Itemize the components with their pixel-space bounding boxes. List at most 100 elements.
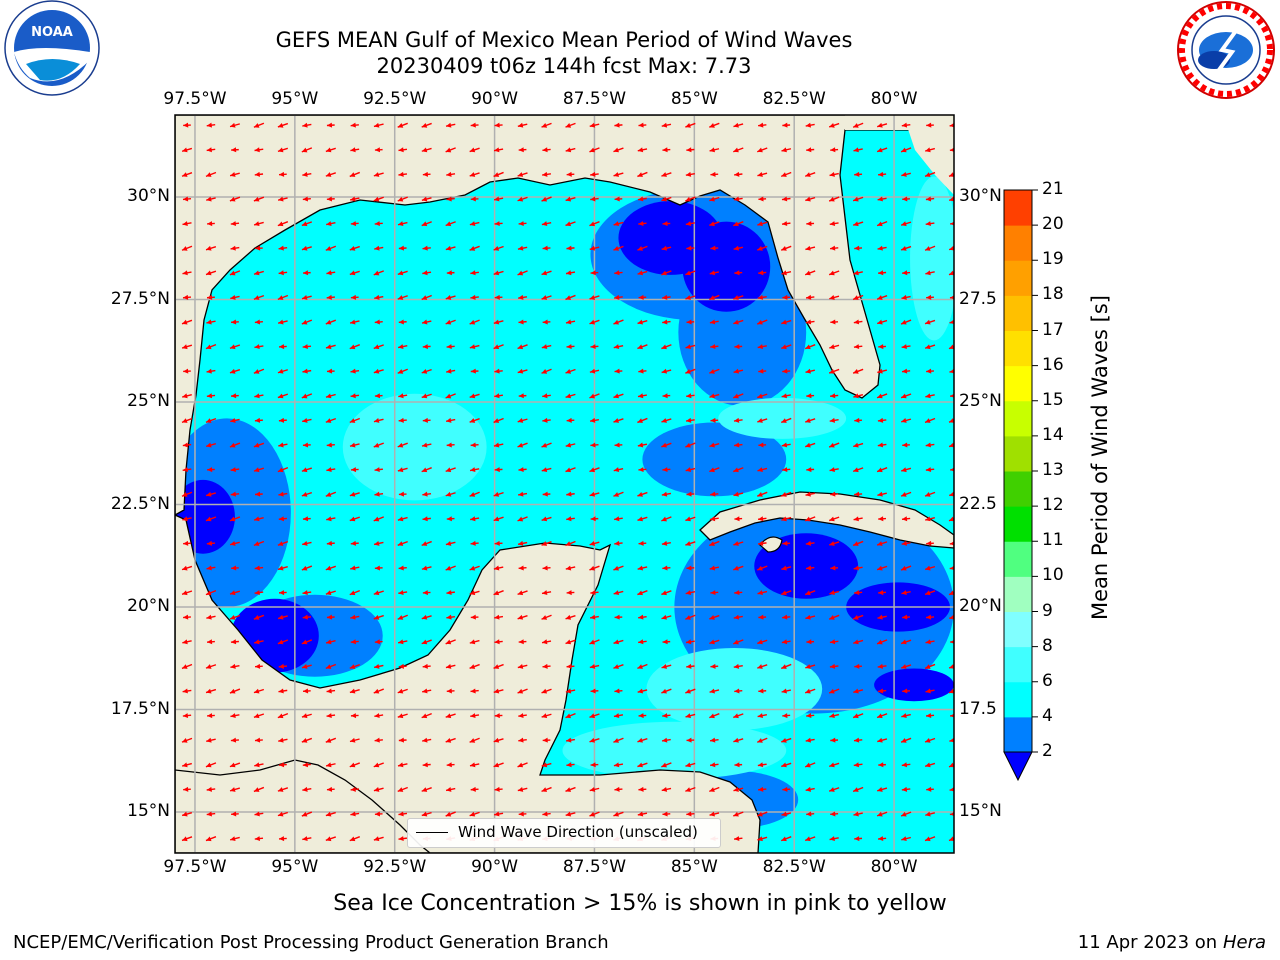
wind-arrow: [949, 565, 954, 571]
wind-arrow: [565, 786, 576, 792]
wind-arrow: [254, 836, 264, 842]
wind-arrow: [900, 393, 912, 399]
wind-arrow: [710, 171, 719, 177]
lat-tick-right: 27.5: [959, 288, 997, 309]
wind-arrow: [638, 540, 647, 546]
wind-arrow: [493, 688, 504, 694]
wind-arrow: [661, 418, 672, 423]
wind-arrow: [876, 541, 888, 546]
wind-arrow: [229, 442, 241, 448]
wind-arrow: [734, 171, 743, 177]
wind-arrow: [229, 787, 241, 792]
wind-arrow: [613, 245, 624, 251]
wind-arrow: [445, 737, 456, 743]
wind-arrow: [349, 762, 361, 768]
wind-arrow: [325, 762, 336, 768]
colorbar-tick-label: 15: [1042, 389, 1064, 410]
wind-arrow: [278, 663, 288, 669]
wind-arrow: [757, 540, 767, 546]
wind-arrow: [517, 245, 528, 251]
wind-arrow: [421, 319, 432, 325]
sea-ice-note: Sea Ice Concentration > 15% is shown in …: [333, 891, 947, 916]
wind-arrow: [637, 344, 648, 350]
wind-arrow: [301, 565, 313, 571]
wind-arrow: [805, 491, 815, 497]
wind-arrow: [685, 417, 695, 423]
wind-arrow: [661, 245, 672, 251]
wind-arrow: [373, 762, 384, 768]
wind-arrow: [878, 762, 886, 768]
wind-arrow: [205, 664, 217, 669]
wind-arrow: [924, 737, 936, 743]
wind-arrow: [950, 713, 954, 718]
wind-arrow: [925, 221, 935, 227]
wind-arrow: [877, 245, 887, 251]
wind-arrow: [182, 442, 192, 448]
wind-arrow: [445, 786, 456, 792]
period-zone-<2-1: [682, 221, 771, 312]
lat-tick-right: 20°N: [959, 596, 1002, 616]
wind-arrow: [685, 270, 696, 276]
wind-arrow: [254, 663, 263, 669]
colorbar-swatch: [1004, 295, 1032, 331]
wind-arrow: [853, 639, 864, 645]
wind-arrow: [733, 295, 744, 300]
wind-arrow: [542, 147, 551, 153]
wind-arrow: [254, 737, 263, 743]
wind-arrow: [493, 319, 504, 325]
wind-arrow: [902, 196, 910, 202]
wind-arrow: [398, 811, 408, 817]
wind-arrow: [326, 540, 335, 546]
wind-arrow: [949, 122, 954, 128]
wind-arrow: [878, 171, 887, 177]
wind-arrow: [325, 590, 336, 596]
wind-arrow: [852, 786, 864, 793]
wind-arrow: [589, 221, 600, 227]
chart-title: GEFS MEAN Gulf of Mexico Mean Period of …: [275, 28, 853, 52]
wind-arrow: [254, 762, 264, 768]
wind-arrow: [541, 541, 552, 546]
wind-arrow: [925, 639, 935, 645]
wind-arrow: [733, 639, 744, 645]
wind-arrow: [565, 122, 576, 128]
wind-arrow: [613, 590, 624, 596]
wind-arrow: [565, 565, 576, 571]
wind-arrow: [398, 663, 407, 669]
wind-arrow: [206, 122, 216, 128]
wind-arrow: [277, 147, 288, 153]
wind-arrow: [828, 787, 840, 792]
wind-arrow: [709, 786, 720, 793]
wind-arrow: [470, 516, 480, 522]
wind-arrow: [780, 590, 792, 596]
lon-tick-top: 87.5°W: [562, 89, 627, 109]
wind-arrow: [901, 294, 911, 300]
wind-arrow: [709, 762, 719, 768]
wind-arrow: [302, 836, 312, 842]
wind-arrow: [181, 147, 193, 153]
wind-arrow: [326, 713, 336, 719]
wind-arrow: [589, 245, 600, 251]
wind-arrow: [662, 221, 671, 227]
wind-arrow: [925, 516, 935, 522]
wind-arrow: [878, 344, 886, 350]
wind-arrow: [948, 442, 954, 448]
wind-arrow: [326, 786, 335, 792]
wind-arrow: [876, 147, 888, 153]
wind-arrow: [182, 639, 192, 645]
wind-arrow: [756, 491, 768, 497]
wind-arrow: [878, 590, 887, 596]
wind-arrow: [518, 639, 527, 645]
wind-arrow: [757, 294, 767, 300]
wind-arrow: [876, 467, 888, 473]
wind-arrow: [206, 786, 216, 792]
wind-arrow: [685, 467, 696, 473]
wind-arrow: [949, 393, 954, 398]
wind-arrow: [805, 196, 816, 202]
wind-arrow: [733, 787, 744, 792]
colorbar-swatch: [1004, 471, 1032, 507]
wind-arrow: [421, 787, 432, 792]
wind-arrow: [661, 172, 672, 177]
wind-arrow: [469, 811, 480, 817]
wind-arrow: [398, 417, 407, 423]
wind-arrow: [255, 245, 263, 251]
